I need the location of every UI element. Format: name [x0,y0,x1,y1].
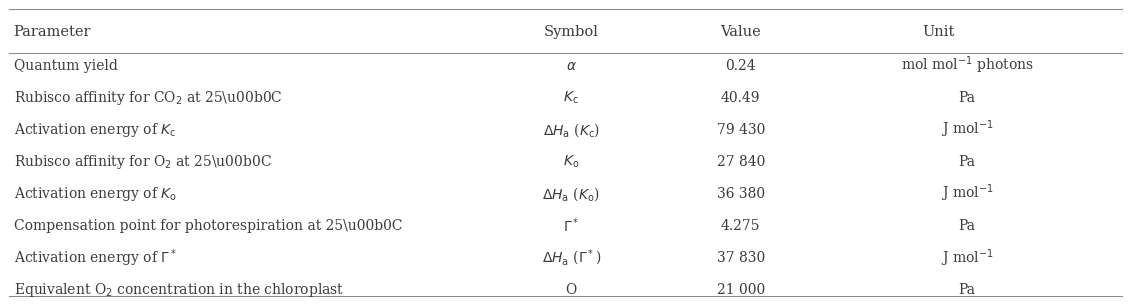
Text: Activation energy of $\mathit{K}_\mathrm{o}$: Activation energy of $\mathit{K}_\mathrm… [14,185,176,203]
Text: Quantum yield: Quantum yield [14,59,118,73]
Text: 37 830: 37 830 [717,251,765,265]
Text: $\mathit{K}_\mathrm{c}$: $\mathit{K}_\mathrm{c}$ [563,89,579,106]
Text: 79 430: 79 430 [717,123,765,137]
Text: J mol$^{-1}$: J mol$^{-1}$ [941,247,993,268]
Text: Parameter: Parameter [14,25,92,39]
Text: J mol$^{-1}$: J mol$^{-1}$ [941,183,993,204]
Text: Pa: Pa [958,283,976,297]
Text: $\Gamma^*$: $\Gamma^*$ [563,217,579,235]
Text: $\mathit{K}_\mathrm{o}$: $\mathit{K}_\mathrm{o}$ [563,153,579,170]
Text: Pa: Pa [958,219,976,233]
Text: Symbol: Symbol [544,25,598,39]
Text: O: O [566,283,577,297]
Text: Rubisco affinity for O$_2$ at 25\u00b0C: Rubisco affinity for O$_2$ at 25\u00b0C [14,152,271,171]
Text: mol mol$^{-1}$ photons: mol mol$^{-1}$ photons [900,55,1034,76]
Text: $\Delta\mathit{H}_\mathrm{a}$ ($\mathit{K}_\mathrm{o}$): $\Delta\mathit{H}_\mathrm{a}$ ($\mathit{… [542,185,601,203]
Text: 0.24: 0.24 [725,59,757,73]
Text: 27 840: 27 840 [717,155,765,169]
Text: Equivalent O$_2$ concentration in the chloroplast: Equivalent O$_2$ concentration in the ch… [14,281,344,299]
Text: Rubisco affinity for CO$_2$ at 25\u00b0C: Rubisco affinity for CO$_2$ at 25\u00b0C [14,88,282,107]
Text: 36 380: 36 380 [717,187,765,201]
Text: Unit: Unit [923,25,955,39]
Text: 4.275: 4.275 [722,219,760,233]
Text: Activation energy of $\Gamma^*$: Activation energy of $\Gamma^*$ [14,247,176,268]
Text: 21 000: 21 000 [717,283,765,297]
Text: Pa: Pa [958,155,976,169]
Text: Pa: Pa [958,91,976,105]
Text: $\Delta\mathit{H}_\mathrm{a}$ ($\Gamma^*$): $\Delta\mathit{H}_\mathrm{a}$ ($\Gamma^*… [542,248,601,268]
Text: Activation energy of $\mathit{K}_\mathrm{c}$: Activation energy of $\mathit{K}_\mathrm… [14,120,176,139]
Text: J mol$^{-1}$: J mol$^{-1}$ [941,119,993,140]
Text: $\alpha$: $\alpha$ [566,59,577,73]
Text: $\Delta\mathit{H}_\mathrm{a}$ ($\mathit{K}_\mathrm{c}$): $\Delta\mathit{H}_\mathrm{a}$ ($\mathit{… [543,121,599,138]
Text: Value: Value [720,25,761,39]
Text: Compensation point for photorespiration at 25\u00b0C: Compensation point for photorespiration … [14,219,403,233]
Text: 40.49: 40.49 [722,91,760,105]
